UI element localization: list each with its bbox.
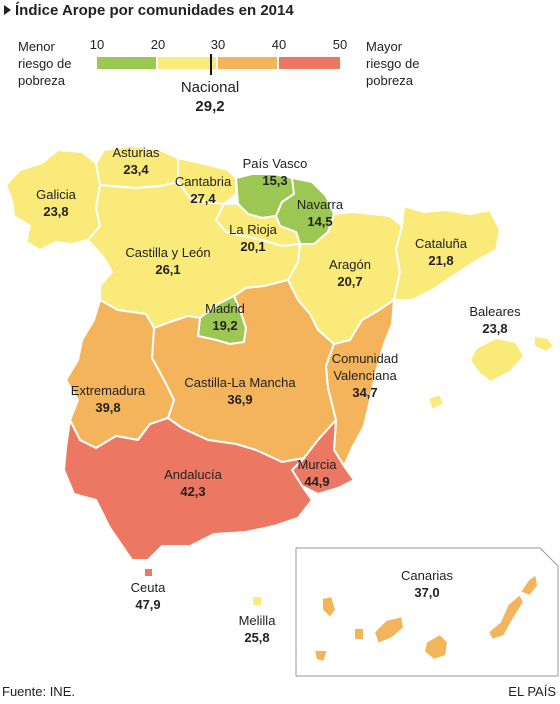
- region-canarias-fuerteventura[interactable]: [487, 593, 525, 641]
- region-melilla[interactable]: [253, 597, 261, 605]
- label-cataluna: Cataluña 21,8: [414, 236, 468, 268]
- label-baleares: Baleares 23,8: [469, 304, 521, 336]
- region-ceuta[interactable]: [145, 569, 152, 576]
- legend-tick: 40: [271, 37, 287, 52]
- legend-bin-30-40: [218, 57, 277, 69]
- legend-bin-40-50: [279, 57, 340, 69]
- label-navarra: Navarra 14,5: [296, 197, 344, 229]
- region-canarias-el-hierro[interactable]: [313, 649, 329, 663]
- label-asturias: Asturias 23,4: [112, 145, 160, 177]
- national-value: 29,2: [195, 98, 225, 115]
- label-aragon: Aragón 20,7: [329, 257, 371, 289]
- label-extremadura: Extremadura 39,8: [70, 383, 146, 415]
- label-murcia: Murcia 44,9: [297, 457, 337, 489]
- region-baleares-menorca[interactable]: [533, 335, 555, 353]
- region-andalucia[interactable]: [63, 417, 313, 561]
- legend-tick: 20: [150, 37, 166, 52]
- publisher-credit: EL PAÍS: [508, 684, 556, 699]
- label-castilla-y-leon: Castilla y León 26,1: [125, 245, 211, 277]
- label-galicia: Galicia 23,8: [36, 187, 76, 219]
- label-ceuta: Ceuta 47,9: [130, 580, 166, 612]
- legend-bin-20-30: [158, 57, 216, 69]
- national-marker: [210, 54, 212, 75]
- legend-right-label: Mayor riesgo de pobreza: [366, 39, 420, 88]
- map-title: Índice Arope por comunidades en 2014: [4, 2, 294, 19]
- legend-left-label: Menor riesgo de pobreza: [18, 39, 72, 88]
- region-cataluna[interactable]: [393, 205, 501, 301]
- region-canarias-gran-canaria[interactable]: [423, 633, 449, 661]
- national-label-text: Nacional: [180, 79, 240, 96]
- legend-tick: 10: [89, 37, 105, 52]
- canarias-inset-frame: [295, 547, 559, 677]
- legend-bin-10-20: [97, 57, 156, 69]
- label-melilla: Melilla 25,8: [238, 613, 276, 645]
- region-baleares-mallorca[interactable]: [469, 337, 525, 383]
- label-madrid: Madrid 19,2: [205, 301, 245, 333]
- national-label: Nacional 29,2: [160, 78, 260, 116]
- region-canarias-tenerife[interactable]: [373, 615, 405, 645]
- label-andalucia: Andalucía 42,3: [164, 467, 222, 499]
- region-baleares-ibiza[interactable]: [427, 393, 445, 411]
- region-canarias-la-palma[interactable]: [321, 595, 337, 619]
- source-note: Fuente: INE.: [2, 684, 75, 699]
- region-canarias-lanzarote[interactable]: [519, 573, 539, 597]
- map-title-text: Índice Arope por comunidades en 2014: [15, 2, 294, 19]
- label-la-rioja: La Rioja 20,1: [229, 222, 277, 254]
- legend-tick: 30: [210, 37, 226, 52]
- bullet-triangle-icon: [4, 5, 11, 15]
- label-comunidad-valenciana: Comunidad Valenciana 34,7: [331, 351, 399, 400]
- region-comunidad-valenciana[interactable]: [325, 299, 395, 467]
- legend-tick: 50: [332, 37, 348, 52]
- label-pais-vasco: País Vasco 15,3: [242, 156, 308, 188]
- label-castilla-la-mancha: Castilla-La Mancha 36,9: [184, 375, 296, 407]
- label-canarias: Canarias 37,0: [400, 568, 454, 600]
- label-cantabria: Cantabria 27,4: [174, 174, 232, 206]
- region-canarias-la-gomera[interactable]: [353, 627, 365, 641]
